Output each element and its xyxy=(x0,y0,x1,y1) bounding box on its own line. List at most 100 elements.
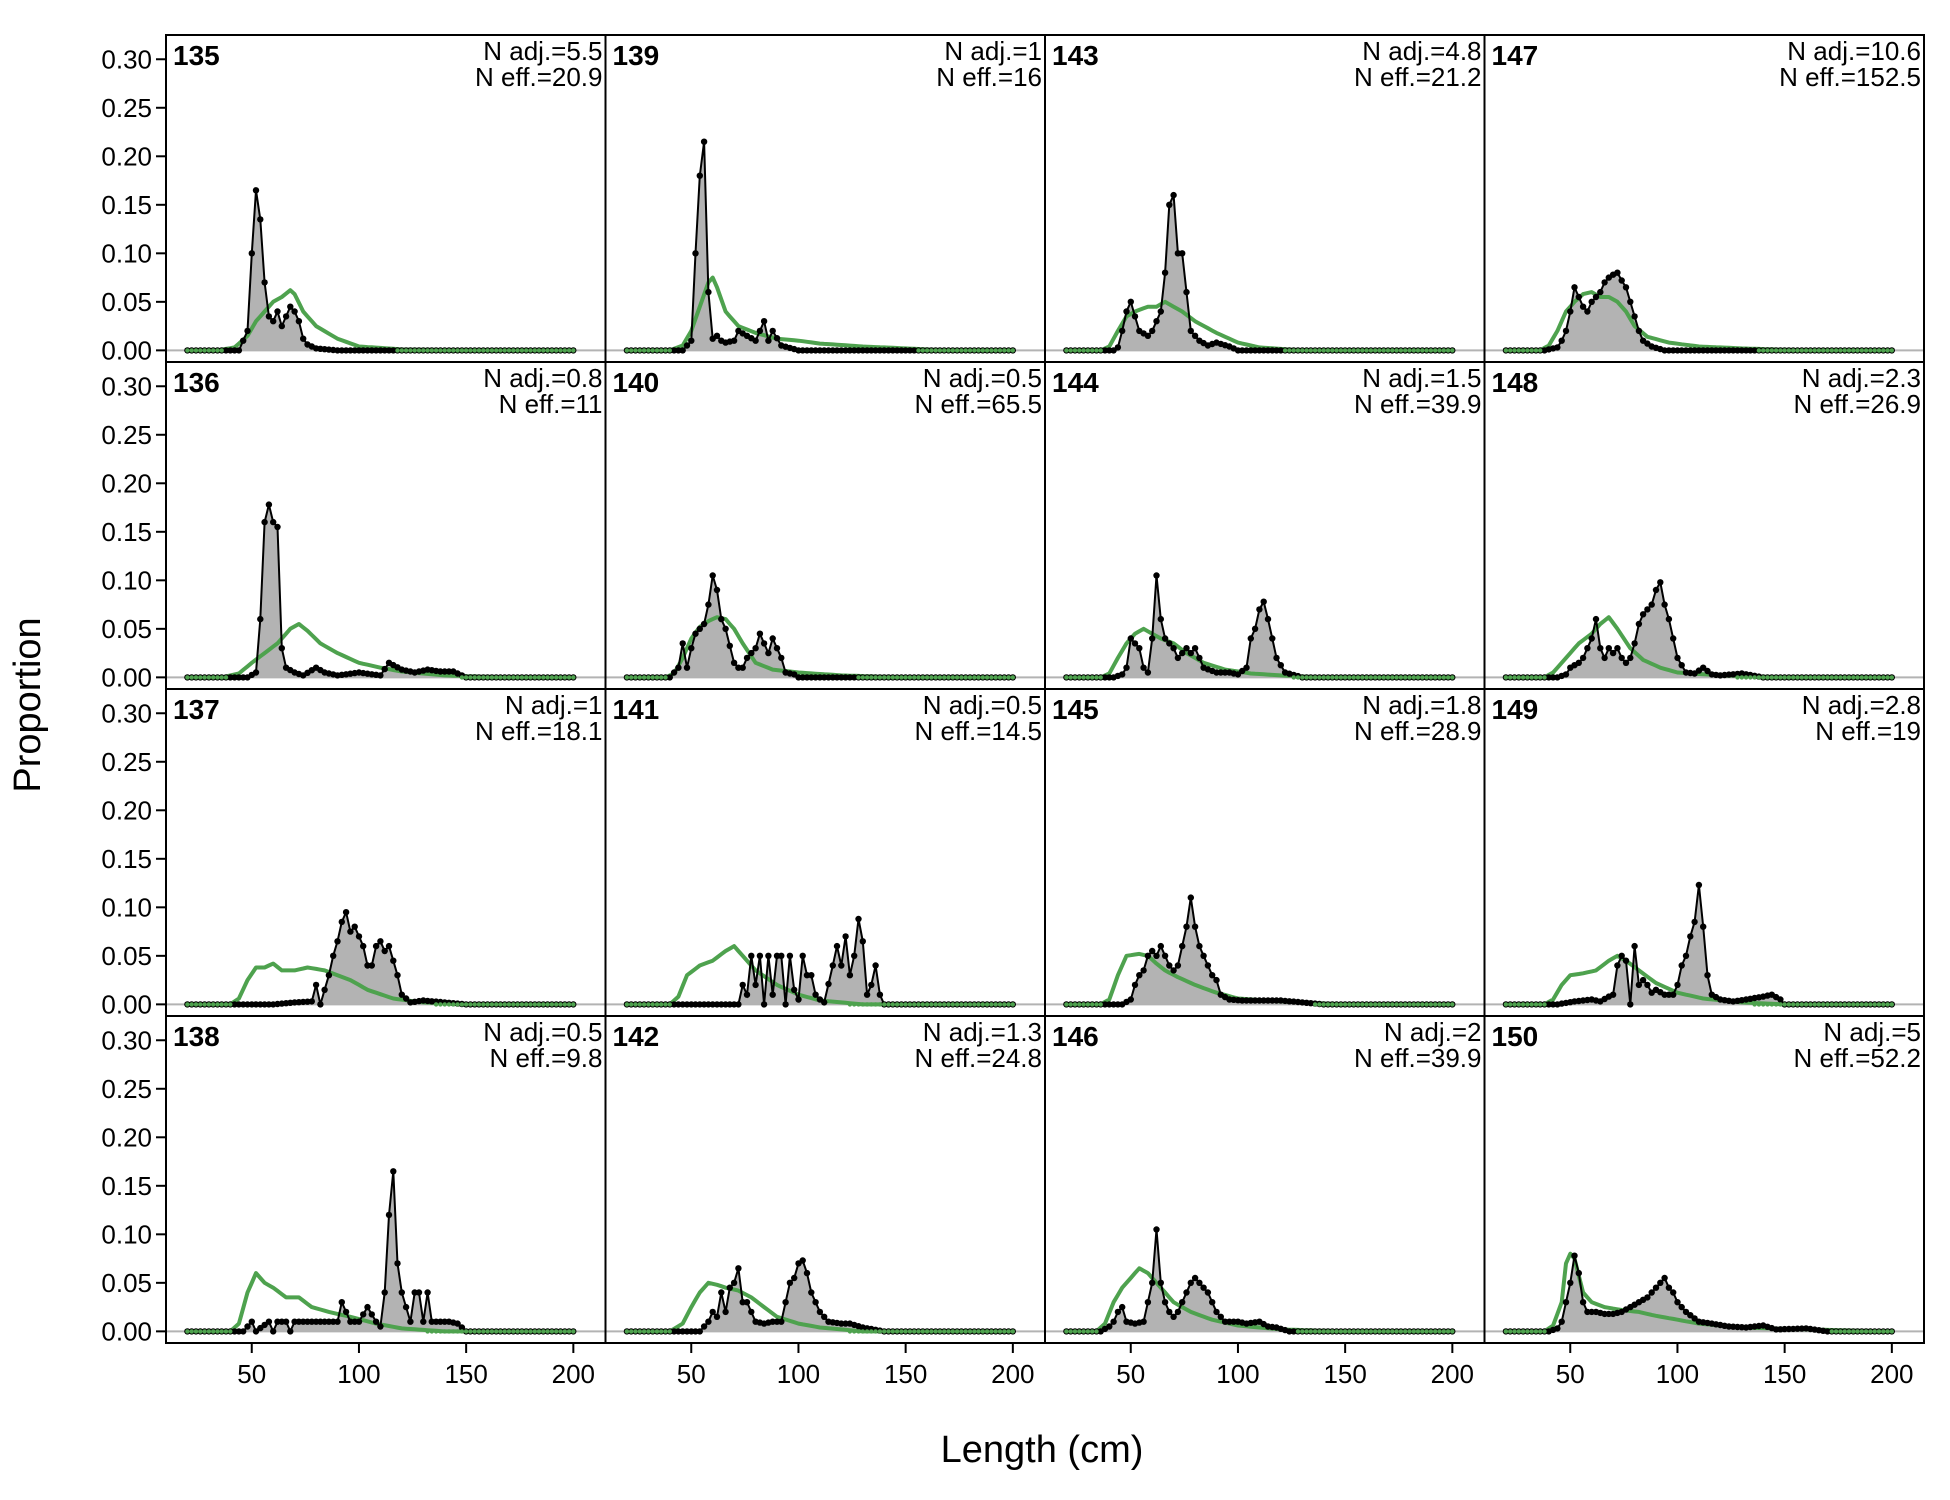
expected-point xyxy=(549,675,555,680)
expected-point xyxy=(536,1002,542,1007)
expected-point xyxy=(1428,348,1434,353)
expected-point xyxy=(442,348,447,353)
observed-point xyxy=(270,1328,277,1335)
expected-point xyxy=(942,675,947,680)
expected-point xyxy=(641,675,647,680)
expected-point xyxy=(554,348,559,353)
expected-point xyxy=(907,675,913,680)
expected-point xyxy=(1808,1002,1813,1007)
observed-point xyxy=(1170,967,1177,974)
expected-point xyxy=(984,675,990,680)
observed-point xyxy=(1678,1303,1685,1311)
expected-point xyxy=(524,1329,529,1334)
expected-point xyxy=(193,675,199,680)
expected-point xyxy=(963,1329,968,1334)
observed-point xyxy=(773,645,781,652)
expected-point xyxy=(1863,348,1869,353)
observed-point xyxy=(407,1318,414,1325)
observed-point xyxy=(1571,1252,1578,1259)
observed-point xyxy=(321,986,328,993)
expected-point xyxy=(451,348,456,353)
expected-point xyxy=(1838,1329,1843,1334)
observed-point xyxy=(1674,1299,1681,1306)
expected-point xyxy=(1351,348,1356,353)
expected-point xyxy=(646,1329,651,1334)
n-eff-label: N eff.=39.9 xyxy=(1354,389,1481,419)
expected-point xyxy=(654,675,660,680)
observed-point xyxy=(1554,1325,1561,1332)
expected-point xyxy=(502,1329,507,1334)
expected-point xyxy=(1538,1329,1543,1334)
expected-point xyxy=(1525,1002,1530,1007)
expected-point xyxy=(1428,1329,1434,1334)
expected-point xyxy=(1385,1329,1391,1334)
observed-point xyxy=(257,615,264,623)
observed-point xyxy=(1131,313,1139,320)
x-tick-label: 100 xyxy=(777,1359,820,1389)
expected-point xyxy=(1355,675,1361,680)
expected-point xyxy=(189,1002,194,1007)
observed-point xyxy=(1665,615,1673,623)
expected-point xyxy=(1072,348,1078,353)
expected-point xyxy=(1450,1329,1455,1334)
y-tick-label: 0.15 xyxy=(101,190,152,220)
expected-point xyxy=(1799,675,1805,680)
expected-point xyxy=(1351,1329,1356,1334)
expected-point xyxy=(1342,1329,1348,1334)
expected-point xyxy=(1859,1002,1865,1007)
expected-point xyxy=(1403,1002,1408,1007)
expected-point xyxy=(1077,1002,1082,1007)
expected-point xyxy=(541,348,546,353)
observed-point xyxy=(760,640,768,647)
observed-point xyxy=(1584,645,1591,652)
observed-point xyxy=(235,347,243,354)
expected-point xyxy=(403,348,409,353)
expected-point xyxy=(1415,1329,1421,1334)
expected-point xyxy=(1407,675,1412,680)
observed-point xyxy=(1106,1323,1113,1330)
expected-point xyxy=(185,675,190,680)
expected-point xyxy=(667,1329,672,1334)
expected-point xyxy=(472,675,477,680)
observed-point xyxy=(1562,671,1570,678)
observed-point xyxy=(1661,1274,1668,1282)
observed-point xyxy=(381,665,388,673)
expected-point xyxy=(1064,348,1069,353)
expected-point xyxy=(929,1329,934,1334)
expected-point xyxy=(1312,348,1318,353)
x-tick-label: 200 xyxy=(552,1359,595,1389)
expected-point xyxy=(633,348,638,353)
expected-point xyxy=(950,348,955,353)
expected-point xyxy=(1064,675,1069,680)
expected-point xyxy=(629,675,634,680)
expected-point xyxy=(1282,348,1288,353)
observed-point xyxy=(1579,303,1587,310)
expected-point xyxy=(1803,1002,1809,1007)
observed-point xyxy=(666,674,673,681)
observed-point xyxy=(679,640,686,647)
observed-point xyxy=(803,1269,811,1277)
expected-line xyxy=(1066,951,1453,1007)
observed-point xyxy=(1213,1308,1220,1316)
expected-point xyxy=(1300,1329,1305,1334)
panel-148: 148 N adj.=2.3N eff.=26.9 xyxy=(1483,361,1925,690)
expected-point xyxy=(916,1002,921,1007)
observed-point xyxy=(1166,1308,1173,1316)
expected-point xyxy=(1424,1329,1429,1334)
observed-point xyxy=(765,649,772,657)
expected-point xyxy=(946,1002,951,1007)
expected-point xyxy=(856,1002,861,1007)
observed-point xyxy=(1627,654,1634,662)
x-tick-label: 50 xyxy=(677,1359,706,1389)
expected-point xyxy=(860,675,865,680)
expected-point xyxy=(1330,1002,1335,1007)
y-tick-label: 0.30 xyxy=(101,698,152,728)
expected-point xyxy=(395,348,400,353)
expected-point xyxy=(1445,675,1451,680)
expected-point xyxy=(1334,1002,1339,1007)
y-tick-label: 0.10 xyxy=(101,238,152,268)
expected-point xyxy=(481,348,486,353)
expected-point xyxy=(1821,675,1826,680)
observed-point xyxy=(705,288,712,296)
expected-point xyxy=(1769,1002,1775,1007)
